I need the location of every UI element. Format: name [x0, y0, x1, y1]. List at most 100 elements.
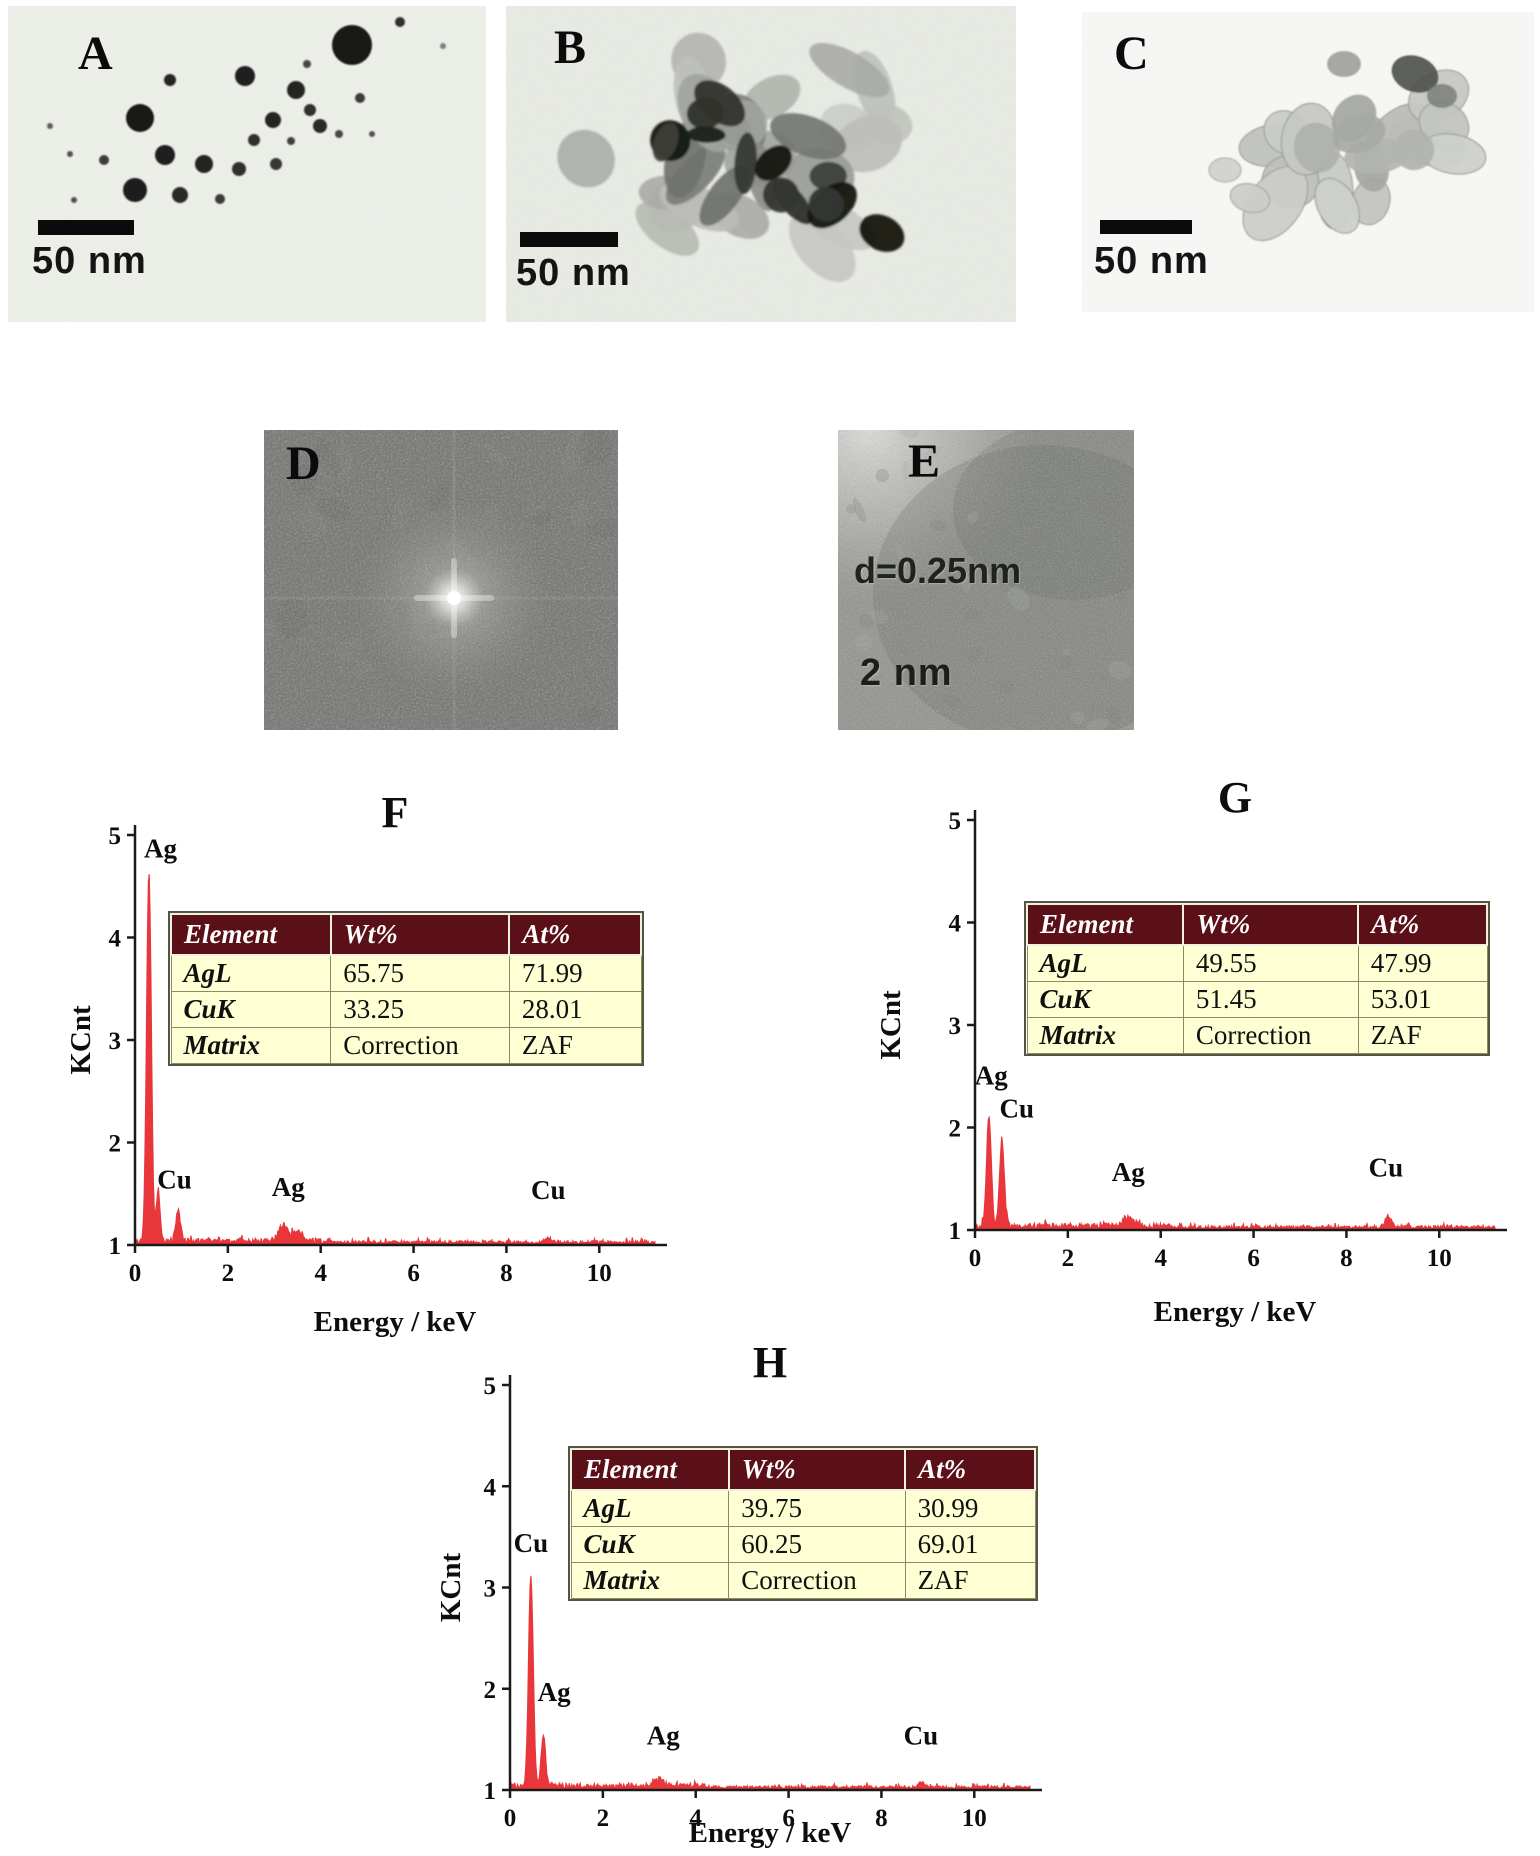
edx-table-cell: ZAF — [508, 1027, 642, 1064]
y-axis-label: KCnt — [440, 1553, 467, 1623]
x-axis-label: Energy / keV — [314, 1306, 477, 1338]
edx-table-cell: CuK — [1026, 981, 1184, 1018]
tem-art-A — [8, 6, 486, 322]
edx-table-cell: Correction — [1182, 1017, 1359, 1054]
edx-table-cell: 39.75 — [728, 1489, 906, 1527]
x-tick-label: 2 — [222, 1260, 235, 1287]
hrtem-image-E: E d=0.25nm 2 nm — [838, 430, 1134, 730]
edx-table-header-cell: Wt% — [727, 1448, 907, 1491]
scale-bar-label-C: 50 nm — [1094, 240, 1209, 282]
edx-table-wrap-G: Element Wt% At% AgL 49.55 47.99 CuK 51.45 53.01 M… — [1025, 903, 1488, 1054]
x-tick-label: 0 — [969, 1245, 982, 1272]
tem-image-C: C 50 nm — [1082, 12, 1534, 312]
tem-image-A: A 50 nm — [8, 6, 486, 322]
x-tick-label: 8 — [875, 1805, 888, 1832]
y-tick-label: 1 — [949, 1218, 962, 1245]
fft-image-D: D — [264, 430, 618, 730]
panel-label-D: D — [286, 437, 321, 490]
y-tick-label: 1 — [484, 1778, 497, 1805]
edx-composition-table: Element Wt% At% AgL 65.75 71.99 CuK 33.25 28.01 M… — [170, 913, 642, 1064]
tem-art-B — [506, 6, 1016, 322]
y-tick-label: 4 — [949, 911, 962, 938]
edx-table-header-cell: Element — [170, 913, 332, 956]
x-tick-label: 4 — [689, 1805, 702, 1832]
scale-bar-B — [520, 232, 618, 247]
y-axis-label: KCnt — [880, 990, 907, 1060]
edx-table-header-cell: At% — [904, 1448, 1036, 1491]
edx-table-cell: Correction — [728, 1562, 906, 1599]
edx-table-cell: CuK — [570, 1526, 730, 1563]
chart-title: F — [382, 788, 409, 837]
peak-label: Ag — [538, 1677, 571, 1707]
spectrum-trace — [134, 874, 656, 1247]
edx-table-row: AgL 49.55 47.99 — [1026, 944, 1488, 982]
edx-table-row: AgL 65.75 71.99 — [170, 954, 642, 992]
panel-label-B: B — [554, 21, 587, 74]
edx-chart-F: 1 2 3 4 5 0 2 4 6 8 10 Ag Cu Ag Cu Energy / keV KCnt F Ele… — [70, 785, 710, 1345]
y-tick-label: 2 — [484, 1677, 497, 1704]
edx-table-row: Matrix Correction ZAF — [170, 1027, 642, 1064]
chart-axes — [967, 810, 1507, 1238]
hrtem-art-E — [838, 430, 1134, 730]
edx-table-header-cell: At% — [1357, 903, 1488, 946]
y-tick-label: 2 — [109, 1131, 122, 1158]
edx-table-cell: 51.45 — [1182, 981, 1359, 1018]
panel-label-A: A — [78, 27, 113, 80]
x-tick-label: 6 — [1247, 1245, 1260, 1272]
edx-table-cell: 60.25 — [728, 1526, 906, 1563]
tem-image-B: B 50 nm — [506, 6, 1016, 322]
edx-table-cell: AgL — [1026, 944, 1184, 982]
tem-art-C — [1082, 12, 1534, 312]
peak-label: Cu — [514, 1528, 549, 1558]
lattice-spacing-annotation: d=0.25nm — [854, 550, 1022, 591]
panel-label-C: C — [1114, 27, 1149, 80]
peak-label: Ag — [144, 834, 177, 864]
x-tick-label: 2 — [1062, 1245, 1075, 1272]
fft-art-D — [264, 430, 618, 730]
x-tick-label: 2 — [597, 1805, 610, 1832]
edx-composition-table: Element Wt% At% AgL 39.75 30.99 CuK 60.25 69.01 M… — [570, 1448, 1036, 1599]
spectrum-trace — [974, 1115, 1496, 1231]
edx-table-cell: 49.55 — [1182, 944, 1359, 982]
x-tick-label: 8 — [500, 1260, 513, 1287]
edx-table-cell: 47.99 — [1357, 944, 1488, 982]
scale-bar-label-A: 50 nm — [32, 240, 147, 282]
chart-title: H — [753, 1340, 787, 1387]
spectrum-trace — [509, 1576, 1031, 1792]
peak-label: Cu — [1369, 1153, 1404, 1183]
peak-label: Ag — [272, 1172, 305, 1202]
edx-table-row: CuK 60.25 69.01 — [570, 1526, 1036, 1563]
y-tick-label: 4 — [484, 1474, 497, 1501]
y-tick-label: 5 — [109, 823, 122, 850]
x-axis-label: Energy / keV — [689, 1817, 852, 1849]
peak-label: Ag — [975, 1060, 1008, 1090]
edx-table-cell: 33.25 — [330, 991, 510, 1028]
panel-label-E: E — [908, 435, 941, 488]
edx-table-header-cell: Wt% — [329, 913, 511, 956]
y-tick-label: 1 — [109, 1233, 122, 1260]
scale-bar-C — [1100, 220, 1192, 234]
y-tick-label: 4 — [109, 926, 122, 953]
scale-bar-label-E: 2 nm — [860, 652, 953, 694]
edx-table-cell: Matrix — [570, 1562, 730, 1599]
edx-table-header-cell: Element — [570, 1448, 730, 1491]
x-tick-label: 10 — [1427, 1245, 1452, 1272]
peak-label: Cu — [157, 1165, 192, 1195]
edx-table-cell: ZAF — [904, 1562, 1036, 1599]
y-tick-label: 5 — [949, 808, 962, 835]
edx-table-header-cell: At% — [508, 913, 642, 956]
edx-composition-table: Element Wt% At% AgL 49.55 47.99 CuK 51.45 53.01 M… — [1025, 903, 1488, 1054]
edx-table-cell: 30.99 — [904, 1489, 1036, 1527]
edx-table-cell: AgL — [570, 1489, 730, 1527]
edx-table-cell: Correction — [330, 1027, 510, 1064]
y-tick-label: 2 — [949, 1116, 962, 1143]
edx-spectrum-svg-H: 1 2 3 4 5 0 2 4 6 8 10 Cu Ag Ag Cu Energy / keV KCnt H — [440, 1340, 1042, 1849]
edx-table-row: AgL 39.75 30.99 — [570, 1489, 1036, 1527]
peak-label: Ag — [1112, 1157, 1145, 1187]
x-tick-label: 6 — [407, 1260, 420, 1287]
edx-table-cell: 71.99 — [508, 954, 642, 992]
edx-table-cell: AgL — [170, 954, 332, 992]
edx-table-wrap-H: Element Wt% At% AgL 39.75 30.99 CuK 60.25 69.01 M… — [570, 1448, 1036, 1599]
